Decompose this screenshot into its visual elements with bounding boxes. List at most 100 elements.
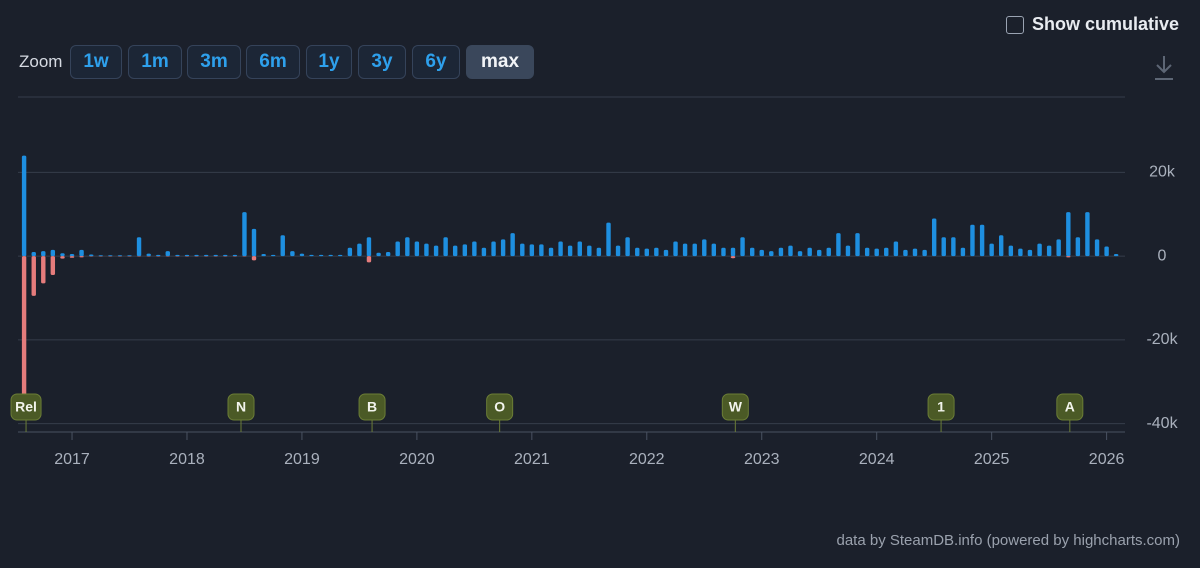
bar (529, 244, 535, 257)
bar (721, 247, 726, 257)
legend-label[interactable]: Positive reviews (303, 498, 446, 500)
cumulative-toggle[interactable]: Show cumulative (1006, 14, 1179, 35)
bar (60, 253, 65, 257)
cumulative-label[interactable]: Show cumulative (1032, 14, 1180, 34)
zoom-button[interactable]: 3y (358, 45, 406, 79)
x-tick-label: 2017 (54, 451, 90, 468)
bar (673, 241, 678, 257)
bar (376, 252, 381, 257)
bar (1046, 245, 1052, 257)
bar (750, 247, 755, 257)
bar (587, 245, 592, 257)
legend-item[interactable]: Rating (703, 498, 789, 500)
bar (385, 251, 391, 257)
bar (548, 247, 554, 257)
bar (395, 241, 400, 257)
bar (864, 247, 870, 257)
bar (500, 239, 506, 257)
bar (931, 218, 937, 257)
legend-item[interactable]: Positive reviews (277, 498, 446, 500)
marker: N (227, 393, 255, 432)
bar (213, 254, 218, 257)
zoom-button[interactable]: 3m (187, 45, 241, 79)
download-icon[interactable] (1152, 54, 1176, 82)
zoom-button[interactable]: max (466, 45, 534, 79)
bar (299, 253, 305, 257)
bar (462, 244, 468, 257)
marker-label: B (367, 399, 377, 415)
marker-badge (486, 393, 514, 421)
bar (31, 251, 36, 257)
bar (127, 255, 132, 257)
bar (98, 255, 103, 257)
bar (366, 256, 372, 263)
marker-label: 1 (937, 399, 945, 415)
bar (654, 247, 659, 257)
x-tick-label: 2023 (744, 451, 780, 468)
bar (730, 256, 736, 259)
marker: 1 (927, 393, 955, 432)
bar (1066, 256, 1071, 258)
bar (807, 247, 812, 257)
bar (769, 251, 774, 257)
zoom-button[interactable]: 6y (412, 45, 460, 79)
legend-item[interactable]: Negative reviews (486, 498, 664, 500)
bar (625, 237, 630, 257)
bar (577, 241, 582, 257)
marker-label: N (236, 399, 246, 415)
bar (635, 247, 640, 257)
chart: -40k -20k 0 20k 2017 2018 2019 2020 2021 2022 2023… (10, 96, 1179, 500)
bar (184, 254, 190, 257)
checkbox[interactable] (1006, 15, 1024, 34)
bar (730, 247, 736, 257)
bar (433, 245, 439, 257)
bar (1066, 212, 1071, 257)
marker: W (721, 393, 749, 432)
legend-item[interactable]: Markers (817, 498, 915, 500)
bar (309, 254, 314, 257)
legend-label[interactable]: Rating (731, 498, 789, 500)
bar (347, 247, 353, 257)
legend-label[interactable]: Negative reviews (512, 498, 664, 500)
bar (79, 249, 84, 257)
bar (922, 249, 927, 257)
bar (558, 241, 563, 257)
y-tick-label: 20k (1149, 164, 1176, 181)
bar (702, 239, 707, 257)
x-tick-label: 2026 (1089, 451, 1125, 468)
bar (903, 249, 908, 257)
bar (1104, 246, 1109, 257)
bar (270, 254, 276, 257)
zoom-button[interactable]: 1y (306, 45, 352, 79)
marker-badge (10, 393, 42, 421)
bar (1094, 239, 1100, 257)
bar (290, 251, 295, 257)
legend-label[interactable]: Markers (843, 498, 915, 500)
bar (1027, 249, 1033, 257)
bar (759, 249, 764, 257)
zoom-button[interactable]: 1w (70, 45, 122, 79)
bar (69, 254, 75, 257)
bar (251, 256, 257, 261)
bar (960, 247, 966, 257)
bar (951, 237, 956, 257)
marker-badge (927, 393, 955, 421)
bar (1037, 243, 1042, 257)
bar (998, 235, 1004, 257)
credits: data by SteamDB.info (powered by highcha… (836, 532, 1181, 549)
marker: B (358, 393, 386, 432)
zoom-button[interactable]: 6m (246, 45, 300, 79)
bar (232, 254, 238, 257)
bar (146, 253, 151, 257)
x-tick-label: 2021 (514, 451, 550, 468)
zoom-button[interactable]: 1m (128, 45, 182, 79)
bar (280, 235, 285, 257)
bar (778, 247, 784, 257)
bar (79, 256, 84, 258)
x-tick-label: 2019 (284, 451, 320, 468)
bar (912, 248, 918, 257)
bar (970, 224, 975, 257)
marker-label: Rel (15, 399, 37, 415)
bar (941, 237, 946, 257)
